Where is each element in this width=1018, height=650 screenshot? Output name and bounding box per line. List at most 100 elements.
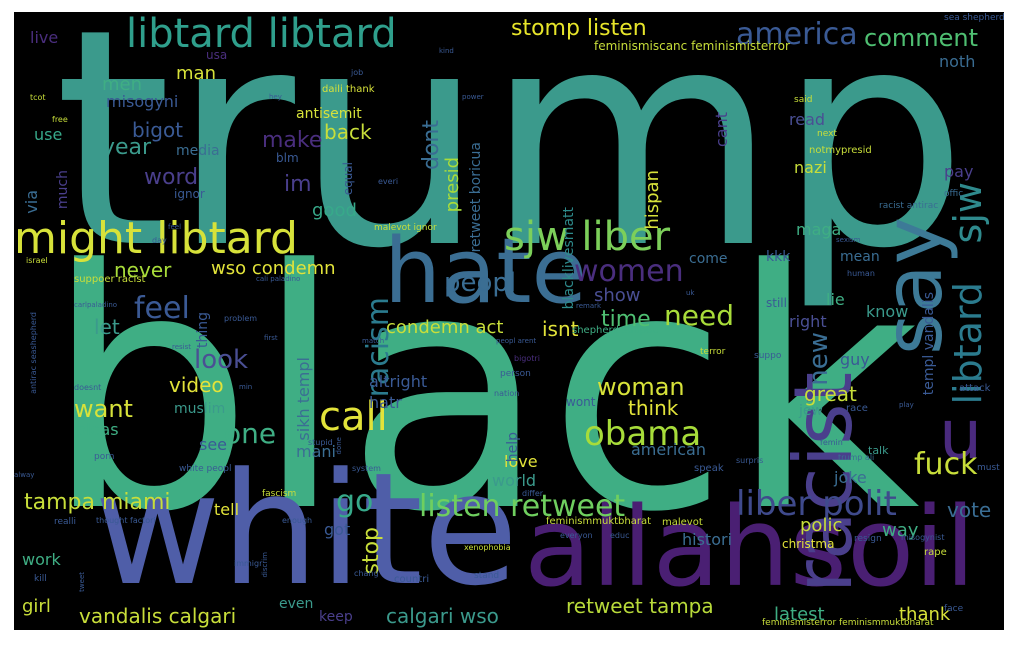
word-countri: countri bbox=[394, 574, 430, 585]
word-femin: femin bbox=[820, 438, 843, 447]
word-see: see bbox=[199, 435, 228, 454]
word-pleas: pleas bbox=[76, 420, 119, 439]
word-stop: stop bbox=[359, 527, 384, 575]
word-job: job bbox=[351, 68, 364, 77]
word-vandalis-calgari: vandalis calgari bbox=[79, 604, 237, 628]
word-sea-shepherd: sea shepherd bbox=[944, 13, 1004, 23]
word-retweet-tampa: retweet tampa bbox=[566, 594, 714, 618]
word-educ: educ bbox=[610, 531, 630, 540]
word-cali-paladino: cali paladino bbox=[256, 275, 301, 283]
word-thought-factori: thought factori bbox=[96, 516, 156, 525]
word-joke: joke bbox=[834, 468, 867, 487]
word-human: human bbox=[847, 269, 875, 278]
word-comment: comment bbox=[864, 24, 979, 52]
word-bigotri: bigotri bbox=[514, 354, 540, 363]
word-white: white bbox=[94, 439, 519, 620]
word-tcot: tcot bbox=[30, 93, 46, 102]
word-porn: porn bbox=[94, 452, 115, 462]
word-resign: resign bbox=[854, 534, 882, 544]
word-mani: mani bbox=[296, 442, 336, 461]
word-resist: resist bbox=[172, 343, 192, 351]
word-even: even bbox=[279, 596, 314, 612]
word-free: free bbox=[52, 115, 68, 124]
word-america: america bbox=[736, 17, 858, 52]
word-kkk: kkk bbox=[766, 249, 791, 265]
word-mean: mean bbox=[840, 249, 880, 265]
word-attack: attack bbox=[959, 383, 991, 394]
word-stupid: stupid bbox=[308, 438, 333, 447]
word-altright: altright bbox=[369, 372, 428, 391]
word-great: great bbox=[804, 382, 857, 406]
word-uk: uk bbox=[686, 289, 695, 297]
word-power: power bbox=[462, 93, 484, 101]
word-guy: guy bbox=[840, 350, 870, 369]
word-dont: dont bbox=[419, 120, 444, 170]
word-peopl-arent: peopl arent bbox=[496, 337, 537, 345]
word-christma: christma bbox=[782, 537, 835, 551]
word-malevot: malevot bbox=[662, 517, 703, 528]
word-american: american bbox=[631, 440, 706, 459]
word-feminismmuktbharat: feminismmuktbharat bbox=[546, 516, 652, 527]
word-match: match bbox=[362, 337, 385, 345]
word-via: via bbox=[22, 190, 41, 214]
word-go: go bbox=[336, 484, 374, 519]
word-said: said bbox=[794, 95, 813, 105]
word-everi: everi bbox=[378, 177, 399, 186]
word-black: black bbox=[44, 200, 920, 584]
word-fuck: fuck bbox=[914, 447, 978, 482]
word-nation: nation bbox=[494, 389, 520, 398]
word-sjw-liber: sjw liber bbox=[504, 214, 671, 260]
word-surpris: surpris bbox=[736, 456, 764, 465]
word-system: system bbox=[352, 464, 381, 473]
word-offic: offic bbox=[944, 189, 964, 199]
word-know: know bbox=[866, 302, 909, 321]
word-doesnt: doesnt bbox=[74, 383, 102, 392]
word-live: live bbox=[30, 28, 59, 47]
word-woman: woman bbox=[597, 373, 685, 401]
word-speak: speak bbox=[694, 463, 724, 474]
word-first: first bbox=[264, 334, 278, 342]
word-differ: differ bbox=[522, 489, 544, 498]
word-video: video bbox=[169, 373, 224, 397]
word-never: never bbox=[114, 258, 172, 282]
word-women: women bbox=[574, 254, 684, 289]
word-blm: blm bbox=[276, 151, 299, 165]
word-malevot-ignor: malevot ignor bbox=[374, 223, 437, 233]
word-work: work bbox=[22, 550, 61, 569]
word-pay: pay bbox=[944, 162, 974, 181]
word-condemn-act: condemn act bbox=[386, 317, 504, 338]
word-cloud: trump black white allahsoil hate racist … bbox=[14, 12, 1004, 630]
word-tampa-miami: tampa miami bbox=[24, 490, 171, 515]
word-feel-small: feel bbox=[168, 223, 182, 231]
word-hatr: hatr bbox=[369, 393, 402, 412]
word-equal: equal bbox=[341, 162, 355, 196]
word-tell: tell bbox=[214, 500, 240, 519]
word-kill: kill bbox=[34, 574, 47, 584]
word-word: word bbox=[144, 165, 199, 190]
word-stomp-listen: stomp listen bbox=[511, 16, 647, 41]
word-one: one bbox=[224, 417, 277, 450]
word-make: make bbox=[262, 128, 323, 153]
word-enough: enough bbox=[282, 516, 313, 525]
word-face: face bbox=[944, 604, 964, 614]
word-media: media bbox=[176, 143, 220, 159]
word-let: let bbox=[94, 315, 120, 339]
word-person: person bbox=[500, 369, 531, 379]
word-obama: obama bbox=[584, 414, 702, 454]
word-histori: histori bbox=[682, 530, 733, 549]
word-remark: remark bbox=[576, 302, 602, 310]
word-carlpaladino: carlpaladino bbox=[74, 301, 118, 309]
word-immigr: immigr bbox=[234, 559, 263, 568]
word-im: im bbox=[284, 172, 312, 197]
word-min: min bbox=[239, 383, 253, 391]
word-year: year bbox=[102, 135, 152, 160]
word-listen-retweet: listen retweet bbox=[419, 489, 626, 524]
word-discrim: discrim bbox=[261, 552, 269, 578]
word-suppoer-racist: suppoer racist bbox=[74, 274, 146, 285]
word-might-libtard: might libtard bbox=[14, 213, 298, 264]
word-suppo: suppo bbox=[754, 351, 782, 361]
word-trump-ali: trump ali bbox=[838, 453, 875, 462]
word-come: come bbox=[689, 251, 728, 267]
word-presid: presid bbox=[442, 157, 463, 213]
word-kind: kind bbox=[439, 47, 454, 55]
